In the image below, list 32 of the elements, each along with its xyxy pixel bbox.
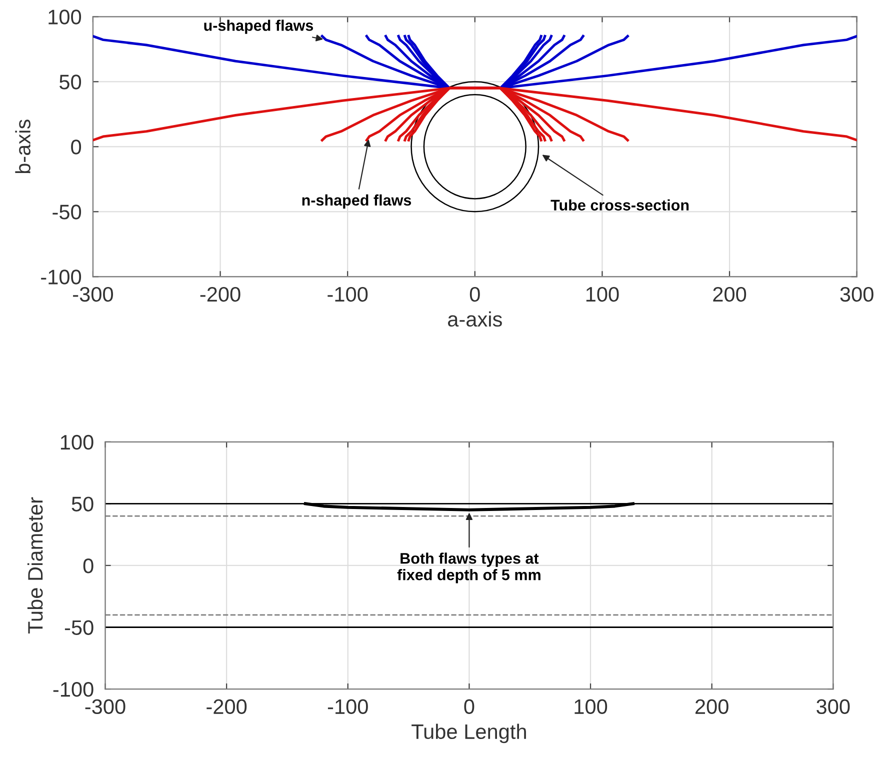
x-axis-title: a-axis — [448, 311, 502, 327]
x-tick-label: 0 — [470, 286, 480, 302]
x-tick-label: 100 — [586, 286, 619, 302]
y-tick-label: 50 — [60, 74, 82, 90]
y-tick-label: 100 — [48, 10, 82, 24]
x-tick-label: -300 — [85, 699, 126, 714]
y-tick-label: -50 — [52, 204, 82, 220]
x-tick-label: 200 — [696, 699, 728, 714]
y-tick-label: -50 — [64, 620, 94, 635]
y-tick-label: -100 — [53, 682, 94, 697]
y-tick-label: -100 — [41, 270, 82, 284]
x-tick-label: -200 — [206, 699, 247, 714]
annotation: u-shaped flaws — [204, 20, 314, 34]
annotation: Tube cross-section — [550, 199, 689, 211]
y-tick-label: 0 — [71, 140, 82, 154]
y-tick-label: 100 — [60, 434, 94, 450]
x-tick-label: -100 — [328, 286, 368, 302]
x-tick-label: -300 — [73, 286, 113, 302]
x-tick-label: -200 — [200, 286, 240, 302]
x-tick-label: 200 — [713, 286, 746, 302]
x-tick-label: 300 — [816, 699, 850, 714]
x-tick-label: -100 — [328, 699, 368, 714]
x-tick-label: 300 — [840, 286, 874, 302]
y-axis-title: Tube Diameter — [27, 497, 43, 634]
annotation: n-shaped flaws — [302, 194, 412, 209]
x-axis-title: Tube Length — [412, 724, 526, 744]
x-tick-label: 100 — [574, 699, 608, 714]
x-tick-label: 0 — [464, 699, 474, 714]
annotation: Both flaws types at fixed depth of 5 mm — [397, 552, 540, 584]
y-tick-label: 0 — [83, 558, 94, 574]
y-tick-label: 50 — [72, 496, 94, 512]
y-axis-title: b-axis — [15, 120, 30, 174]
